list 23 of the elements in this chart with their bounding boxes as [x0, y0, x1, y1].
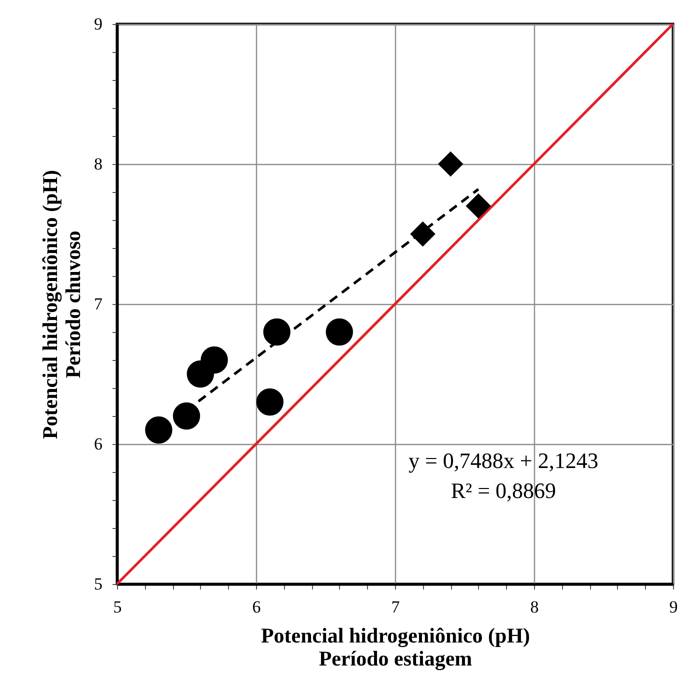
y-axis-title: Potencial hidrogeniônico (pH) Período chuvoso: [38, 170, 85, 440]
annotation: R² = 0,8869: [450, 478, 556, 503]
point: [466, 193, 492, 219]
y-tick-label: 5: [94, 574, 102, 594]
y-tick-label: 7: [94, 294, 103, 314]
x-tick-label: 5: [113, 598, 122, 616]
point: [172, 402, 200, 430]
x-tick-label: 9: [669, 598, 678, 616]
y-tick-label: 6: [94, 434, 102, 454]
y-tick-label: 9: [94, 14, 102, 34]
x-tick-label: 6: [252, 598, 261, 616]
point: [326, 318, 353, 346]
point: [200, 346, 228, 374]
annotation: y = 0,7488x + 2,1243: [408, 448, 598, 473]
x-axis-title: Potencial hidrogeniônico (pH) Período estiagem: [260, 624, 530, 670]
point: [145, 416, 172, 444]
x-tick-label: 8: [530, 598, 539, 616]
point: [438, 151, 464, 177]
point: [410, 221, 436, 247]
point: [256, 388, 284, 416]
point: [263, 318, 290, 346]
x-tick-label: 7: [391, 598, 400, 616]
y-tick-label: 8: [94, 154, 102, 174]
